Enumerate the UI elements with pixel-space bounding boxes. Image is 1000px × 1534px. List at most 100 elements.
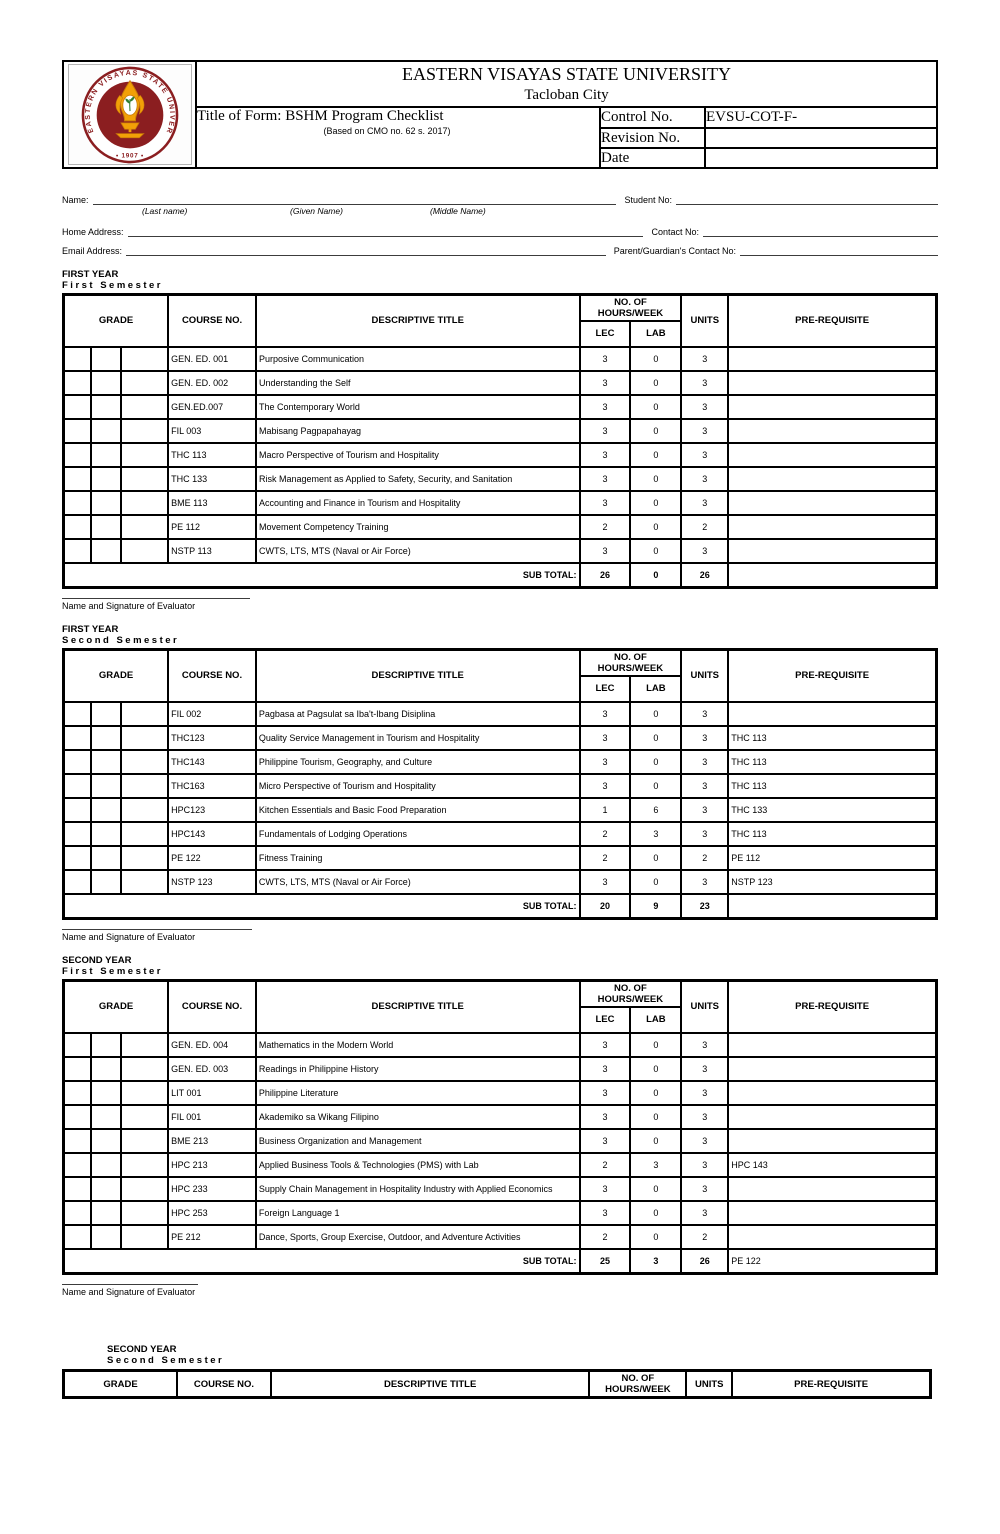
units-value: 2 [680,844,730,871]
lec-hours: 2 [578,513,632,540]
course-no: GEN. ED. 002 [167,369,257,396]
course-row: THC 133 Risk Management as Applied to Saf… [62,465,938,492]
course-no: THC 113 [167,441,257,468]
lab-hours: 0 [629,1127,683,1154]
col-header-lab: LAB [629,674,683,703]
grade-input-cell [62,724,93,751]
units-value: 3 [680,1127,730,1154]
year-label: FIRST YEAR [62,624,119,635]
units-value: 3 [680,465,730,492]
units-value: 3 [680,748,730,775]
grade-input-cell [120,820,170,847]
col-header-grade: GRADE [62,293,170,348]
course-no: HPC 233 [167,1175,257,1202]
course-row: THC143 Philippine Tourism, Geography, and… [62,748,938,775]
grade-input-cell [120,513,170,540]
subtotal-units: 26 [680,561,730,589]
col-header-lec: LEC [578,319,632,348]
form-title: Title of Form: BSHM Program Checklist [197,108,444,124]
grade-input-cell [62,868,93,895]
lab-hours: 0 [629,772,683,799]
student-info: Name: Student No: (Last name) (Given Nam… [62,195,938,256]
descriptive-title: Mathematics in the Modern World [254,1031,581,1058]
subtotal-label: SUB TOTAL: [62,892,581,920]
lab-hours: 0 [629,844,683,871]
grade-input-cell [62,345,93,372]
course-row: GEN.ED.007 The Contemporary World 3 0 3 [62,393,938,420]
col-header-units: UNITS [680,979,730,1034]
units-value: 2 [680,513,730,540]
lec-hours: 3 [578,441,632,468]
subtotal-lab: 9 [629,892,683,920]
course-no: THC163 [167,772,257,799]
grade-input-cell [90,465,123,492]
pre-requisite: NSTP 123 [727,868,938,895]
col-header-lec: LEC [578,674,632,703]
grade-input-cell [90,748,123,775]
evaluator-label: Name and Signature of Evaluator [62,601,196,611]
descriptive-title: Mabisang Pagpapahayag [254,417,581,444]
pre-requisite [727,1127,938,1154]
course-row: GEN. ED. 002 Understanding the Self 3 0 3 [62,369,938,396]
course-no: LIT 001 [167,1079,257,1106]
grade-input-cell [120,1055,170,1082]
home-address-label: Home Address: [62,227,124,237]
descriptive-title: Akademiko sa Wikang Filipino [254,1103,581,1130]
pre-requisite [727,465,938,492]
col-header-grade: GRADE [62,1369,179,1399]
course-row: GEN. ED. 003 Readings in Philippine Histo… [62,1055,938,1082]
col-header-descriptive-title: DESCRIPTIVE TITLE [254,293,581,348]
grade-input-cell [120,1223,170,1250]
year-label: SECOND YEAR [107,1344,177,1355]
lab-hours: 0 [629,1223,683,1250]
units-value: 3 [680,1031,730,1058]
grade-input-cell [90,441,123,468]
col-header-units: UNITS [685,1369,734,1399]
course-row: HPC 213 Applied Business Tools & Technolo… [62,1151,938,1178]
grade-input-cell [62,772,93,799]
units-value: 3 [680,441,730,468]
course-no: GEN. ED. 004 [167,1031,257,1058]
course-table: GRADE COURSE NO. DESCRIPTIVE TITLE NO. O… [62,293,938,589]
units-value: 3 [680,489,730,516]
course-row: NSTP 123 CWTS, LTS, MTS (Naval or Air For… [62,868,938,895]
lab-hours: 3 [629,1151,683,1178]
grade-input-cell [90,489,123,516]
grade-input-cell [62,1151,93,1178]
grade-input-cell [90,700,123,727]
course-no: GEN.ED.007 [167,393,257,420]
subtotal-prereq [727,892,938,920]
grade-input-cell [90,1199,123,1226]
lec-hours: 3 [578,417,632,444]
grade-input-cell [90,868,123,895]
pre-requisite [727,537,938,564]
subtotal-units: 23 [680,892,730,920]
lab-hours: 0 [629,417,683,444]
descriptive-title: CWTS, LTS, MTS (Naval or Air Force) [254,868,581,895]
pre-requisite [727,489,938,516]
year-label: SECOND YEAR [62,955,132,966]
col-header-descriptive-title: DESCRIPTIVE TITLE [269,1369,591,1399]
pre-requisite: HPC 143 [727,1151,938,1178]
pre-requisite [727,345,938,372]
subtotal-row: SUB TOTAL: 26 0 26 [62,561,938,589]
subtotal-lab: 3 [629,1247,683,1275]
grade-input-cell [62,1103,93,1130]
date-label: Date [599,147,706,169]
course-row: PE 212 Dance, Sports, Group Exercise, Out… [62,1223,938,1250]
grade-input-cell [90,537,123,564]
descriptive-title: Dance, Sports, Group Exercise, Outdoor, … [254,1223,581,1250]
lec-hours: 3 [578,1199,632,1226]
subtotal-lec: 25 [578,1247,632,1275]
lec-hours: 2 [578,820,632,847]
contact-no-label: Contact No: [651,227,699,237]
lec-hours: 3 [578,1079,632,1106]
units-value: 3 [680,1199,730,1226]
grade-input-cell [62,1055,93,1082]
descriptive-title: Philippine Literature [254,1079,581,1106]
grade-input-cell [62,820,93,847]
grade-input-cell [62,700,93,727]
name-line [92,195,617,205]
grade-input-cell [90,724,123,751]
subtotal-lec: 20 [578,892,632,920]
